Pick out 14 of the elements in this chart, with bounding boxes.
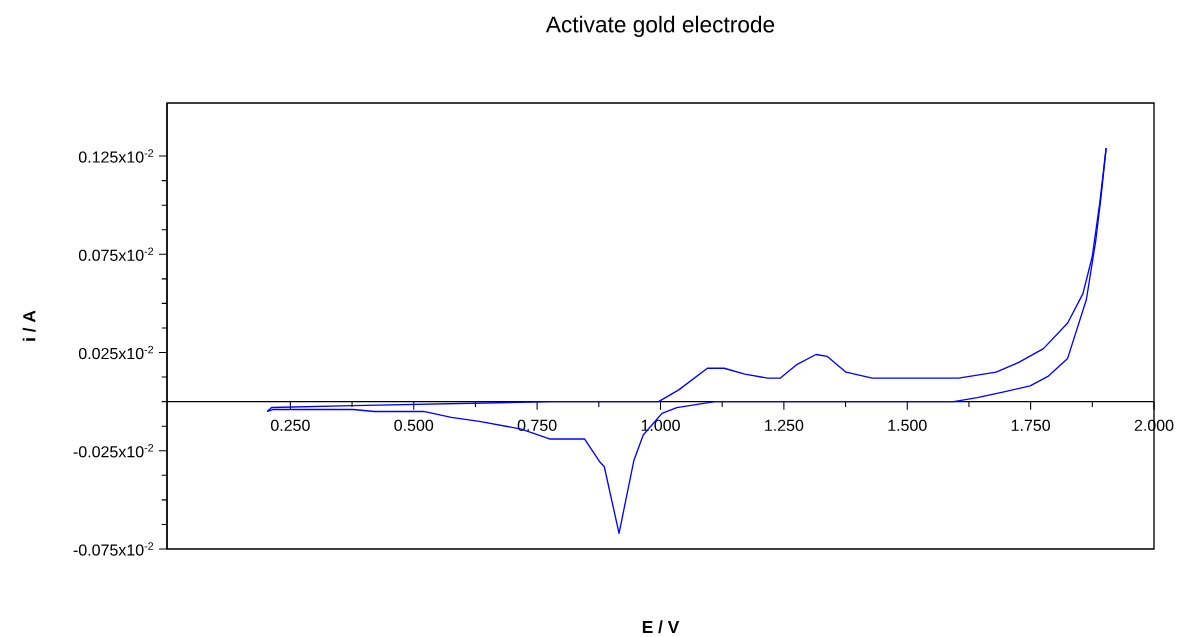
x-tick-label: 0.500 xyxy=(394,419,434,432)
y-tick-label: 0.075x10$^{-2}$ xyxy=(78,247,154,261)
x-tick-label: 0.750 xyxy=(517,419,557,432)
x-tick-label: 1.750 xyxy=(1011,419,1051,432)
y-tick-label: 0.025x10$^{-2}$ xyxy=(78,345,154,360)
x-tick-label: 0.250 xyxy=(270,419,310,432)
x-axis-title: E / V xyxy=(642,620,680,634)
y-tick-label: -0.025x10$^{-2}$ xyxy=(73,444,154,458)
y-axis-title: i / A xyxy=(22,310,36,341)
y-tick-label: -0.075x10$^{-2}$ xyxy=(73,542,154,556)
chart-title: Activate gold electrode xyxy=(545,15,775,37)
x-tick-label: 1.250 xyxy=(765,419,804,432)
x-tick-label: 1.500 xyxy=(888,419,927,432)
y-tick-label: 0.125x10$^{-2}$ xyxy=(78,149,154,163)
